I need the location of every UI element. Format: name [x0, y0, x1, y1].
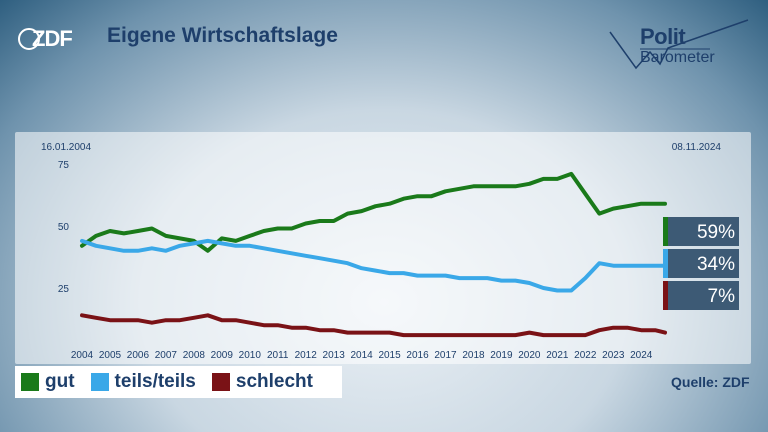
x-tick-label: 2022 [574, 350, 597, 361]
x-tick-label: 2019 [490, 350, 513, 361]
x-tick-label: 2008 [183, 350, 206, 361]
source-note: Quelle: ZDF [671, 374, 750, 390]
end-label-box [668, 217, 739, 246]
x-tick-label: 2015 [378, 350, 401, 361]
x-tick-label: 2018 [462, 350, 485, 361]
x-tick-label: 2017 [434, 350, 457, 361]
legend-item-schlecht: schlecht [211, 371, 313, 393]
zdf-logo-circle-icon [18, 28, 40, 50]
x-tick-label: 2011 [267, 350, 289, 361]
legend-swatch-gut [21, 373, 39, 391]
end-label-box [668, 249, 739, 278]
chart-legend: gut teils/teils schlecht [15, 366, 342, 398]
end-label-marker [663, 249, 668, 278]
line-chart: 16.01.2004 08.11.2024 25 50 75 2004 2005 2006 20… [41, 142, 739, 361]
legend-label-schlecht: schlecht [235, 371, 313, 392]
date-end-label: 08.11.2024 [672, 142, 722, 153]
y-tick-label: 75 [58, 160, 70, 171]
y-tick-label: 25 [58, 284, 70, 295]
x-tick-label: 2023 [602, 350, 625, 361]
y-tick-label: 50 [58, 222, 70, 233]
politbarometer-zigzag-icon [609, 19, 749, 70]
end-label-marker [663, 281, 668, 310]
legend-swatch-teils [90, 373, 109, 391]
end-label-value: 7% [708, 286, 736, 307]
brand-line1: Polit [640, 24, 686, 49]
x-tick-label: 2021 [546, 350, 569, 361]
series-line-2 [80, 313, 667, 338]
series-line-0 [80, 171, 667, 253]
x-tick-label: 2016 [406, 350, 429, 361]
x-tick-label: 2014 [350, 350, 373, 361]
x-tick-label: 2020 [518, 350, 541, 361]
page-title: Eigene Wirtschaftslage [107, 24, 338, 47]
x-tick-label: 2012 [295, 350, 318, 361]
x-tick-label: 2005 [99, 350, 122, 361]
end-label-box [668, 281, 739, 310]
legend-item-teils: teils/teils [90, 371, 196, 393]
chart-panel: 16.01.2004 08.11.2024 25 50 75 2004 2005 2006 20… [15, 132, 751, 364]
end-label-value: 59% [697, 222, 735, 243]
x-tick-label: 2024 [630, 350, 653, 361]
politbarometer-logo: Polit Barometer [598, 18, 758, 76]
legend-label-gut: gut [45, 371, 75, 392]
x-tick-label: 2004 [71, 350, 94, 361]
x-tick-label: 2006 [127, 350, 150, 361]
legend-item-gut: gut [21, 371, 75, 393]
x-tick-label: 2013 [323, 350, 346, 361]
series-line-1 [80, 238, 667, 293]
date-start-label: 16.01.2004 [41, 142, 91, 153]
x-tick-label: 2007 [155, 350, 178, 361]
legend-swatch-schlecht [211, 373, 230, 391]
zdf-logo-text: ZDF [32, 26, 73, 51]
x-tick-label: 2010 [239, 350, 262, 361]
end-label-value: 34% [697, 254, 735, 275]
zdf-logo: ZDF [18, 26, 73, 52]
legend-label-teils: teils/teils [114, 371, 196, 392]
brand-line2: Barometer [640, 49, 715, 66]
end-label-marker [663, 217, 668, 246]
x-tick-label: 2009 [211, 350, 234, 361]
